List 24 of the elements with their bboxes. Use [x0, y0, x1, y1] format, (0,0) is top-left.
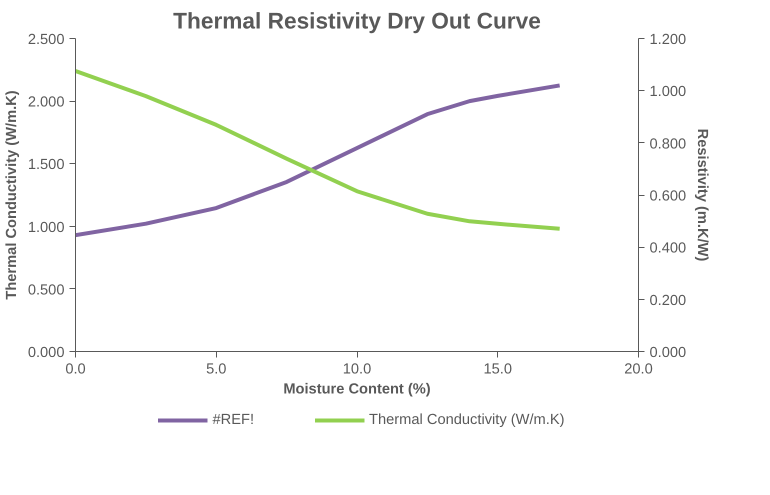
y-tick-label: 0.000 [28, 345, 65, 361]
y-tick-label: 2.500 [28, 32, 65, 48]
x-tick-label: 5.0 [206, 362, 226, 378]
x-tick-label: 15.0 [483, 362, 512, 378]
y-tick-label: 1.000 [28, 220, 65, 236]
x-tick-label: 10.0 [342, 362, 372, 378]
y2-tick-label: 0.600 [650, 188, 686, 204]
legend-label: Thermal Conductivity (W/m.K) [369, 412, 564, 428]
y2-tick-label: 0.800 [650, 136, 686, 152]
x-tick-label: 20.0 [624, 362, 653, 378]
legend-label: #REF! [212, 412, 254, 428]
y2-tick-label: 1.000 [650, 84, 686, 100]
y2-tick-label: 1.200 [650, 32, 686, 48]
y2-tick-label: 0.200 [650, 292, 686, 309]
y-tick-label: 0.500 [28, 282, 65, 298]
x-tick-label: 0.0 [65, 362, 86, 378]
y-axis-title: Thermal Conductivity (W/m.K) [4, 90, 20, 300]
chart-title: Thermal Resistivity Dry Out Curve [173, 8, 541, 34]
y2-axis-title: Resistivity (m.K/W) [694, 128, 710, 262]
y2-tick-label: 0.400 [650, 240, 686, 257]
y2-tick-label: 0.000 [650, 345, 686, 361]
y-tick-label: 2.000 [28, 94, 65, 111]
y-tick-label: 1.500 [28, 157, 65, 174]
x-axis-title: Moisture Content (%) [283, 382, 431, 398]
